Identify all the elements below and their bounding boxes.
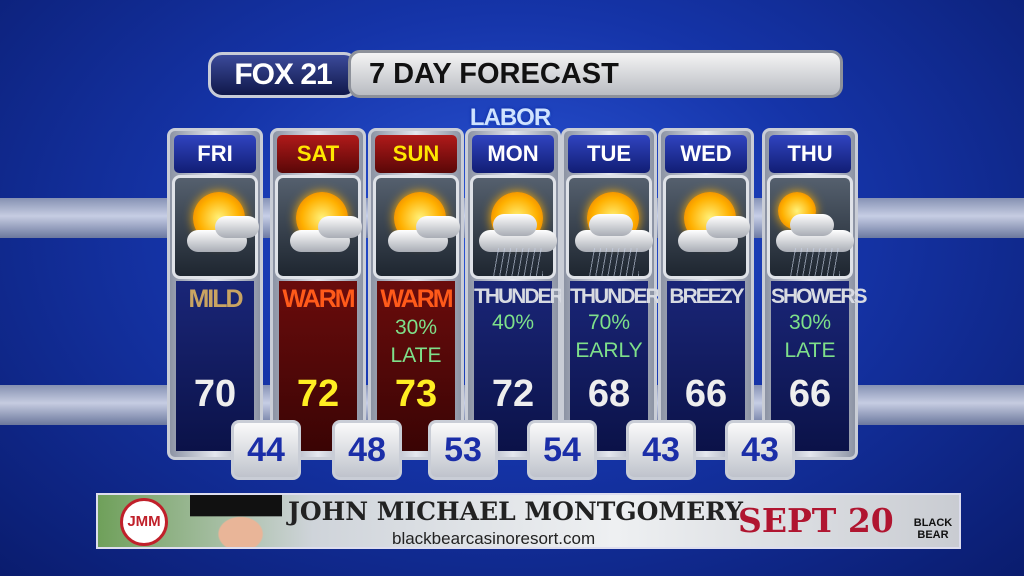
condition-text: MILD [188,285,243,313]
precip-timing: EARLY [575,339,643,362]
precip-chance: 30% [788,311,832,334]
low-temp: 44 [231,420,301,480]
artist-photo [190,495,282,547]
day-label: WED [665,135,747,173]
day-column-mon: MON THUNDER 40% 72 [465,128,565,460]
thunderstorm-icon [566,175,653,279]
high-temp: 66 [684,373,728,415]
condition-text: SHOWERS [771,285,868,308]
day-label: FRI [174,135,256,173]
day-label: MON [472,135,554,173]
sponsor-banner: JMM JOHN MICHAEL MONTGOMERY blackbearcas… [96,493,961,549]
station-logo: FOX 21 [208,52,358,98]
low-temp: 54 [527,420,597,480]
high-temp: 72 [296,373,340,415]
event-date: SEPT 20 [738,501,894,540]
precip-chance: 40% [491,311,535,334]
artist-name: JOHN MICHAEL MONTGOMERY [288,497,744,526]
partly-cloudy-icon [373,175,460,279]
low-temp: 53 [428,420,498,480]
condition-text: BREEZY [669,285,744,308]
showers-icon [767,175,854,279]
condition-text: THUNDER [570,285,661,308]
high-temp: 66 [788,373,832,415]
precip-chance: 70% [587,311,631,334]
day-column-sun: SUN WARM 30% LATE 73 [368,128,464,460]
day-label: SAT [277,135,359,173]
partly-cloudy-icon [275,175,362,279]
low-temp: 43 [626,420,696,480]
condition-text: WARM [282,285,355,313]
jmm-logo: JMM [120,498,168,546]
high-temp: 68 [587,373,631,415]
high-temp: 70 [193,373,237,415]
partly-cloudy-icon [663,175,750,279]
day-column-tue: TUE THUNDER 70% EARLY 68 [561,128,661,460]
day-label: SUN [375,135,457,173]
day-column-fri: FRI MILD 70 [167,128,263,460]
thunderstorm-icon [470,175,557,279]
high-temp: 72 [491,373,535,415]
day-column-sat: SAT WARM 72 [270,128,366,460]
day-column-wed: WED BREEZY 66 [658,128,754,460]
day-label: TUE [568,135,650,173]
low-temp: 48 [332,420,402,480]
condition-text: THUNDER [474,285,565,308]
page-title: 7 DAY FORECAST [348,50,843,98]
day-column-thu: THU SHOWERS 30% LATE 66 [762,128,868,460]
low-temp: 43 [725,420,795,480]
high-temp: 73 [394,373,438,415]
partly-cloudy-icon [172,175,259,279]
precip-timing: LATE [390,344,442,367]
black-bear-logo: BLACK BEAR [913,517,953,541]
condition-text: WARM [380,285,453,313]
precip-chance: 30% [394,316,438,339]
day-label: THU [769,135,851,173]
website-link: blackbearcasinoresort.com [392,529,596,548]
precip-timing: LATE [784,339,836,362]
